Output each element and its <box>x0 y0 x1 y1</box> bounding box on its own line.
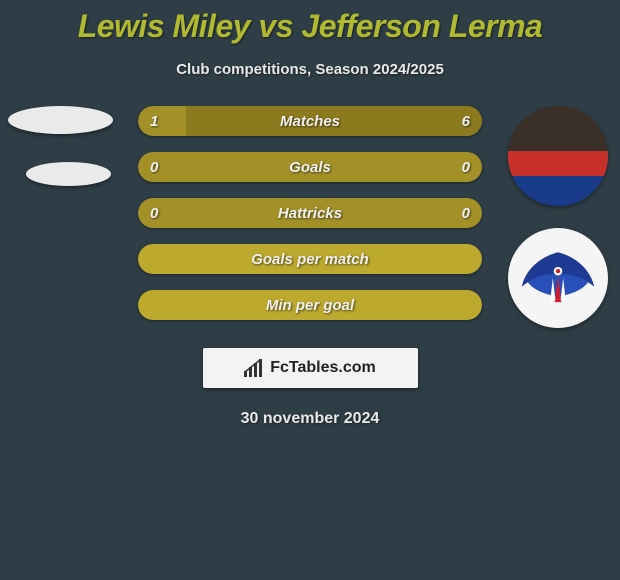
bar-label: Min per goal <box>138 290 482 320</box>
eagle-icon <box>515 235 601 321</box>
bar-value-right: 0 <box>462 152 470 182</box>
player-photo <box>508 106 608 206</box>
player-placeholder-1 <box>8 106 113 134</box>
player-placeholder-2 <box>26 162 111 186</box>
stat-row: Hattricks0 0 <box>138 198 482 228</box>
club-crest <box>508 228 608 328</box>
compare-chart: Matches16Goals00Hattricks00Goals per mat… <box>0 106 620 336</box>
stat-row: Goals per match <box>138 244 482 274</box>
bar-value-left: 0 <box>150 152 158 182</box>
chart-icon <box>244 359 264 377</box>
bar-label: Matches <box>138 106 482 136</box>
bar-label: Hattricks <box>138 198 482 228</box>
stat-row: Goals0 0 <box>138 152 482 182</box>
bar-label: Goals <box>138 152 482 182</box>
page-title: Lewis Miley vs Jefferson Lerma <box>0 0 620 45</box>
brand-card: FcTables.com <box>203 348 418 388</box>
bar-value-right: 6 <box>462 106 470 136</box>
stat-row: Min per goal <box>138 290 482 320</box>
left-avatars <box>8 106 113 186</box>
bar-value-left: 0 <box>150 198 158 228</box>
brand-text: FcTables.com <box>270 359 376 377</box>
right-avatars <box>508 106 608 328</box>
bar-value-left: 1 <box>150 106 158 136</box>
bars-container: Matches16Goals00Hattricks00Goals per mat… <box>138 106 482 336</box>
date-text: 30 november 2024 <box>0 410 620 428</box>
bar-label: Goals per match <box>138 244 482 274</box>
stat-row: Matches1 6 <box>138 106 482 136</box>
bar-value-right: 0 <box>462 198 470 228</box>
subtitle: Club competitions, Season 2024/2025 <box>0 61 620 78</box>
